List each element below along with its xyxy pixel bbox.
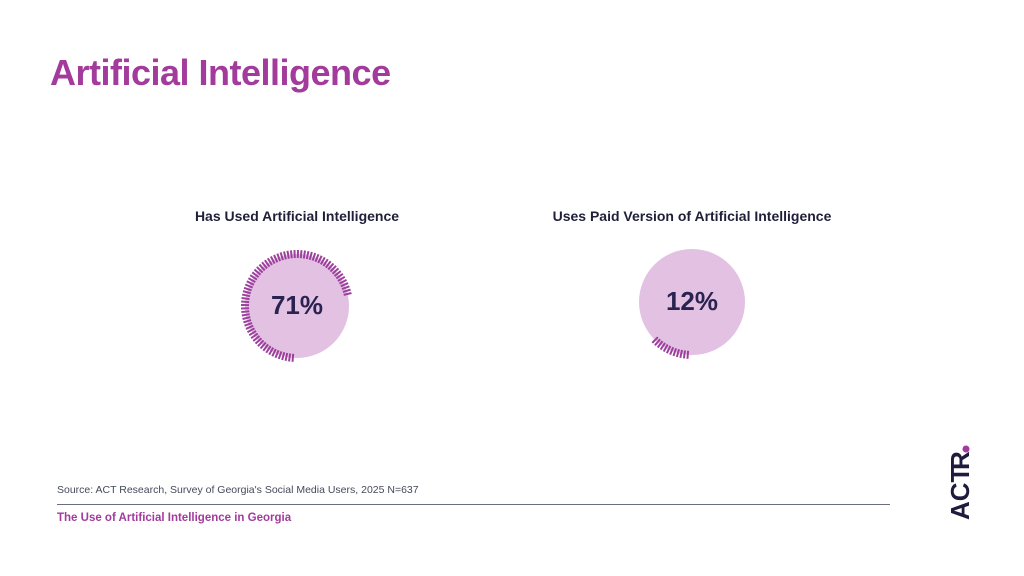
gauge-tick bbox=[250, 332, 259, 339]
gauge-tick bbox=[654, 338, 661, 346]
gauge-tick bbox=[268, 347, 275, 356]
gauge-tick bbox=[247, 327, 256, 334]
gauge-tick bbox=[246, 280, 255, 286]
gauge-tick bbox=[243, 286, 252, 292]
gauge-tick bbox=[322, 258, 329, 267]
chart-title: Has Used Artificial Intelligence bbox=[194, 208, 400, 224]
gauge-tick bbox=[277, 351, 283, 360]
gauge-tick bbox=[327, 262, 335, 271]
gauge-tick bbox=[244, 321, 253, 327]
page-title: Artificial Intelligence bbox=[50, 52, 391, 93]
gauge-tick bbox=[669, 346, 675, 356]
gauge-tick bbox=[241, 300, 250, 304]
gauge-tick bbox=[261, 261, 268, 270]
gauge-value-label: 71% bbox=[271, 290, 323, 320]
gauge-tick bbox=[659, 342, 666, 351]
gauge-tick bbox=[244, 283, 254, 289]
gauge-tick bbox=[241, 297, 250, 301]
chart-title: Uses Paid Version of Artificial Intellig… bbox=[552, 208, 832, 224]
gauge-tick bbox=[325, 260, 332, 269]
gauge-tick bbox=[269, 256, 276, 265]
gauge-tick bbox=[338, 278, 347, 285]
gauge-tick bbox=[331, 267, 340, 275]
chart-uses-paid-ai: Uses Paid Version of Artificial Intellig… bbox=[532, 208, 852, 359]
gauge-tick bbox=[254, 337, 263, 345]
gauge-tick bbox=[257, 339, 265, 347]
gauge-tick bbox=[242, 290, 251, 295]
gauge-tick bbox=[266, 257, 273, 266]
gauge-tick bbox=[665, 345, 672, 354]
gauge-tick bbox=[679, 349, 683, 359]
gauge-tick bbox=[342, 288, 351, 293]
logo-text: ACT bbox=[945, 466, 975, 520]
gauge-tick bbox=[274, 349, 280, 359]
gauge-tick bbox=[337, 275, 346, 282]
gauge-tick bbox=[329, 265, 337, 273]
gauge-tick bbox=[672, 348, 678, 357]
gauge-tick bbox=[276, 253, 282, 262]
gauge-tick bbox=[242, 316, 251, 320]
gauge-tick bbox=[662, 344, 669, 352]
footer-title: The Use of Artificial Intelligence in Ge… bbox=[57, 512, 292, 524]
gauge-tick bbox=[253, 268, 262, 276]
gauge-tick bbox=[271, 348, 277, 357]
gauge-tick bbox=[259, 341, 267, 350]
gauge-tick bbox=[245, 324, 254, 330]
gauge-background bbox=[245, 254, 349, 358]
gauge-tick bbox=[341, 285, 350, 291]
gauge-tick bbox=[314, 253, 320, 263]
gauge-has-used-ai: 71% bbox=[240, 249, 352, 362]
gauge-tick bbox=[256, 266, 264, 274]
chart-has-used-ai: Has Used Artificial Intelligence 71% bbox=[137, 208, 457, 362]
gauge-tick bbox=[686, 350, 690, 359]
gauge-tick bbox=[283, 251, 287, 260]
gauge-tick bbox=[340, 282, 349, 288]
gauge-tick bbox=[335, 273, 344, 280]
gauge-tick bbox=[249, 274, 258, 281]
gauge-tick bbox=[284, 352, 289, 362]
gauge-tick bbox=[289, 250, 293, 259]
gauge-tick bbox=[288, 353, 292, 362]
gauge-tick bbox=[281, 352, 286, 361]
gauge-background bbox=[639, 249, 745, 355]
gauge-tick bbox=[241, 313, 250, 317]
gauge-tick bbox=[308, 251, 313, 260]
gauge-tick bbox=[682, 350, 687, 359]
gauge-tick bbox=[241, 310, 250, 314]
gauge-tick bbox=[651, 336, 659, 344]
gauge-tick bbox=[251, 271, 260, 278]
gauge-tick bbox=[319, 256, 326, 265]
gauge-tick bbox=[299, 250, 303, 259]
gauge-tick bbox=[252, 335, 261, 342]
gauge-tick bbox=[243, 319, 252, 324]
logo-dot: R bbox=[945, 451, 975, 470]
footer-divider bbox=[57, 504, 890, 505]
gauge-tick bbox=[333, 270, 342, 277]
logo-accent-dot bbox=[962, 445, 970, 453]
act-logo: ACT R bbox=[945, 445, 975, 520]
gauge-tick bbox=[675, 348, 680, 358]
gauge-tick bbox=[302, 250, 306, 259]
gauge-tick bbox=[291, 353, 295, 362]
gauge-tick bbox=[317, 255, 323, 264]
gauge-tick bbox=[241, 293, 251, 298]
gauge-tick bbox=[311, 252, 317, 261]
gauge-tick bbox=[265, 345, 272, 354]
gauge-tick bbox=[262, 343, 269, 352]
gauge-tick bbox=[258, 263, 266, 272]
gauge-tick bbox=[264, 259, 271, 268]
source-note: Source: ACT Research, Survey of Georgia'… bbox=[57, 484, 419, 496]
gauge-tick bbox=[248, 330, 257, 337]
gauge-tick bbox=[343, 292, 352, 296]
gauge-tick bbox=[305, 250, 310, 260]
gauge-tick bbox=[286, 250, 290, 259]
gauge-tick bbox=[247, 277, 256, 284]
gauge-uses-paid-ai: 12% bbox=[639, 249, 745, 359]
gauge-tick bbox=[656, 340, 664, 349]
gauge-value-label: 12% bbox=[666, 286, 718, 316]
gauge-tick bbox=[279, 252, 284, 261]
gauge-tick bbox=[273, 254, 279, 263]
